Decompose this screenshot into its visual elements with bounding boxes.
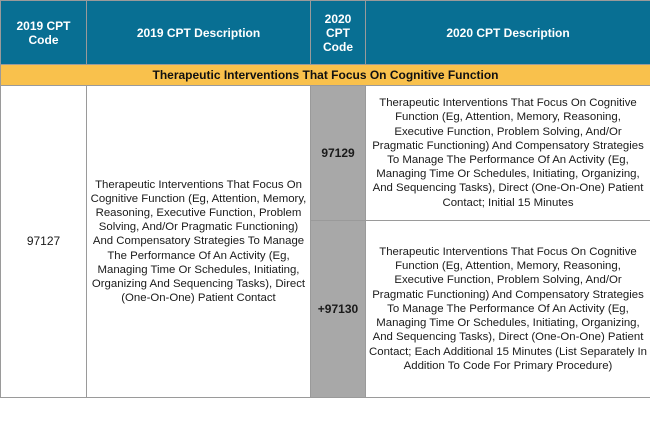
description-2020-additional: Therapeutic Interventions That Focus On … [365, 220, 650, 398]
header-row: 2019 CPT Code 2019 CPT Description 2020 … [0, 0, 650, 65]
cpt-code-table: 2019 CPT Code 2019 CPT Description 2020 … [0, 0, 650, 398]
code-2019: 97127 [0, 85, 87, 398]
header-2020-description: 2020 CPT Description [365, 0, 650, 65]
table-row: +97130 Therapeutic Interventions That Fo… [1, 220, 650, 398]
code-2020-additional: +97130 [310, 220, 366, 398]
header-2020-code: 2020 CPT Code [310, 0, 366, 65]
header-2019-description: 2019 CPT Description [86, 0, 311, 65]
code-2020-initial: 97129 [310, 85, 366, 221]
section-title: Therapeutic Interventions That Focus On … [0, 64, 650, 86]
description-2020-initial: Therapeutic Interventions That Focus On … [365, 85, 650, 221]
description-2019: Therapeutic Interventions That Focus On … [86, 85, 311, 398]
table-row: 97127 Therapeutic Interventions That Foc… [0, 85, 650, 398]
header-2019-code: 2019 CPT Code [0, 0, 87, 65]
section-row: Therapeutic Interventions That Focus On … [0, 64, 650, 86]
